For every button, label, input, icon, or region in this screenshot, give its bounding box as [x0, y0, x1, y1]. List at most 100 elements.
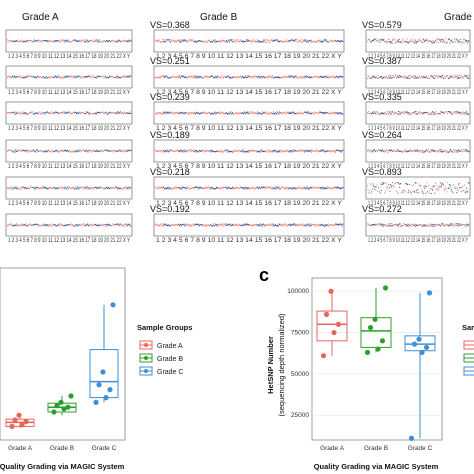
cnv-copy-number-segment [105, 186, 111, 190]
cnv-copy-number-segment [12, 75, 18, 79]
cnv-copy-number-segment [439, 111, 444, 115]
cnv-copy-number-segment [249, 223, 258, 227]
cnv-copy-number-segment [155, 39, 164, 43]
cnv-copy-number-segment [241, 186, 250, 190]
vs-score-grade-b: VS=0.189 [150, 130, 190, 140]
cnv-copy-number-segment [32, 39, 39, 43]
cnv-track-frame [5, 101, 133, 125]
cnv-copy-number-segment [327, 111, 336, 115]
cnv-copy-number-segment [94, 186, 101, 190]
cnv-copy-number-segment [435, 38, 440, 44]
cnv-copy-number-segment [17, 75, 23, 79]
data-point [379, 338, 386, 344]
cnv-copy-number-segment [460, 184, 465, 193]
cnv-copy-number-segment [296, 39, 305, 43]
vs-score-grade-b: VS=0.251 [150, 56, 190, 66]
cnv-copy-number-segment [422, 38, 427, 44]
cnv-copy-number-segment [379, 182, 385, 194]
cnv-copy-number-segment [63, 223, 70, 227]
cnv-copy-number-segment [27, 111, 34, 115]
cnv-copy-number-segment [69, 149, 75, 153]
cnv-copy-number-segment [335, 186, 344, 190]
panel-b-legend: Grade A Grade B Grade C [139, 340, 183, 376]
cnv-copy-number-segment [110, 75, 116, 79]
cnv-copy-number-segment [280, 149, 289, 153]
cnv-copy-number-segment [319, 75, 328, 79]
cnv-copy-number-segment [120, 149, 127, 153]
data-point [426, 290, 433, 296]
cnv-copy-number-segment [272, 39, 281, 43]
cnv-copy-number-segment [53, 75, 59, 79]
cnv-copy-number-segment [115, 223, 121, 227]
cnv-copy-number-segment [94, 111, 101, 115]
cnv-copy-number-segment [194, 40, 203, 43]
cnv-copy-number-segment [464, 111, 470, 115]
cnv-copy-number-segment [396, 74, 402, 78]
cnv-copy-number-segment [209, 75, 218, 79]
data-point [61, 406, 67, 412]
cnv-copy-number-segment [460, 74, 465, 79]
panel-c-plot-frame [311, 277, 443, 441]
cnv-copy-number-segment [48, 75, 54, 79]
cnv-copy-number-segment [418, 75, 423, 79]
cnv-copy-number-segment [288, 223, 297, 227]
cnv-chromosome-axis: 1 2 3 4 5 6 7 8 9 10 11 12 13 14 15 16 1… [368, 237, 468, 244]
cnv-copy-number-segment [17, 149, 23, 153]
cnv-copy-number-segment [22, 111, 28, 115]
data-point [331, 329, 337, 336]
cnv-copy-number-segment [115, 111, 121, 115]
cnv-copy-number-segment [225, 223, 234, 227]
cnv-copy-number-segment [401, 223, 406, 227]
cnv-copy-number-segment [202, 223, 211, 227]
cnv-copy-number-segment [186, 149, 195, 153]
cnv-copy-number-segment [456, 38, 461, 43]
cnv-copy-number-segment [439, 38, 444, 43]
cnv-copy-number-segment [435, 149, 440, 153]
cnv-copy-number-segment [439, 182, 444, 188]
box-iqr [316, 310, 348, 342]
cnv-copy-number-segment [100, 39, 106, 43]
cnv-copy-number-segment [452, 184, 457, 194]
cnv-copy-number-segment [264, 39, 273, 43]
data-point [54, 403, 60, 409]
cnv-copy-number-segment [84, 186, 90, 190]
cnv-copy-number-segment [43, 75, 49, 79]
cnv-copy-number-segment [272, 75, 281, 79]
panel-c-letter: c [259, 265, 269, 285]
cnv-copy-number-segment [426, 38, 431, 43]
cnv-copy-number-segment [225, 39, 234, 43]
cnv-copy-number-segment [319, 39, 328, 43]
cnv-copy-number-segment [38, 76, 44, 79]
cnv-copy-number-segment [264, 149, 273, 153]
cnv-copy-number-segment [170, 149, 179, 152]
cnv-copy-number-segment [32, 186, 39, 190]
cnv-copy-number-segment [384, 75, 389, 79]
cnv-copy-number-segment [110, 223, 116, 227]
cnv-copy-number-segment [17, 39, 23, 43]
data-point [110, 302, 116, 308]
cnv-copy-number-segment [303, 149, 312, 153]
cnv-copy-number-segment [32, 112, 39, 115]
cnv-copy-number-segment [155, 223, 164, 227]
cnv-copy-number-segment [225, 75, 234, 79]
cnv-copy-number-segment [439, 149, 444, 153]
cnv-copy-number-segment [48, 187, 54, 190]
cnv-copy-number-segment [125, 111, 132, 115]
cnv-chromosome-axis: 1 2 3 4 5 6 7 8 9 10 11 12 13 14 15 16 1… [156, 237, 343, 244]
cnv-copy-number-segment [53, 223, 59, 227]
panel-c-xtick-c: Grade C [408, 445, 433, 452]
cnv-copy-number-segment [74, 111, 80, 115]
cnv-copy-number-segment [430, 185, 436, 194]
cnv-track-frame [5, 29, 133, 53]
cnv-copy-number-segment [170, 111, 179, 115]
cnv-copy-number-segment [335, 223, 344, 227]
cnv-copy-number-segment [384, 182, 389, 194]
cnv-copy-number-segment [296, 186, 305, 190]
cnv-copy-number-segment [209, 223, 218, 227]
cnv-copy-number-segment [79, 39, 85, 43]
header-grade-a: Grade A [22, 12, 59, 23]
cnv-copy-number-segment [435, 74, 440, 78]
cnv-copy-number-segment [194, 111, 203, 115]
cnv-copy-number-segment [125, 186, 132, 190]
